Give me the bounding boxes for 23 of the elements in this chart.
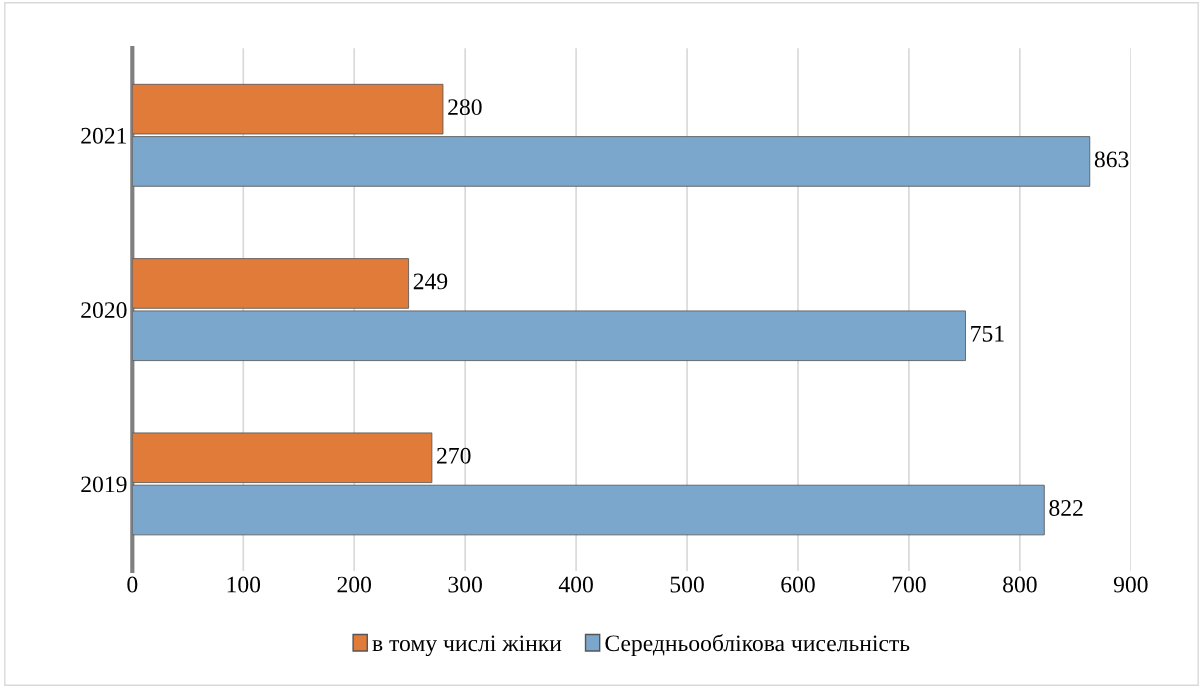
y-tick-label: 2021 <box>81 127 127 144</box>
data-label: 822 <box>1049 500 1083 516</box>
x-tick-label: 100 <box>227 576 261 593</box>
x-tick-label: 0 <box>127 576 138 593</box>
x-tick-label: 300 <box>448 576 482 593</box>
x-tick-label: 200 <box>337 576 372 593</box>
x-tick-label: 900 <box>1113 576 1148 593</box>
bar <box>132 432 433 484</box>
y-tick-label: 2020 <box>81 302 127 319</box>
data-label: 270 <box>437 447 471 464</box>
x-tick-label: 800 <box>1003 576 1037 593</box>
x-tick-label: 700 <box>892 576 926 593</box>
data-label: 863 <box>1094 151 1129 168</box>
y-tick-label: 2019 <box>81 476 127 493</box>
x-tick-label: 400 <box>558 576 593 593</box>
x-tick-label: 600 <box>781 576 815 593</box>
data-label: 751 <box>971 325 1004 342</box>
x-tick-label: 500 <box>670 576 704 593</box>
legend-label: Середньооблікова чисельність <box>605 634 910 657</box>
data-label: 249 <box>413 273 448 290</box>
bar <box>132 484 1045 536</box>
legend-label: в тому числі жінки <box>372 635 562 657</box>
data-label: 280 <box>448 99 482 116</box>
